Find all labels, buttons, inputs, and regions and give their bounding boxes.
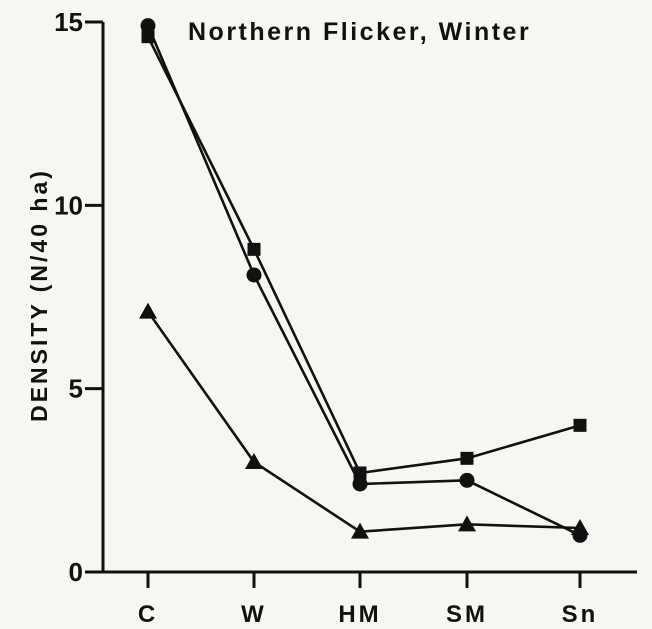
x-tick-label: C xyxy=(138,601,158,628)
y-tick-label: 5 xyxy=(69,374,83,404)
data-point-triangle xyxy=(139,302,157,319)
data-point-circle xyxy=(246,267,262,283)
x-tick-label: W xyxy=(241,601,267,628)
series-layer xyxy=(139,18,589,543)
y-tick-label: 15 xyxy=(54,7,83,37)
series-line-circle xyxy=(146,25,581,537)
axes: 0 5 10 15 C W HM SM Sn xyxy=(54,7,637,628)
x-tick-label: Sn xyxy=(562,601,599,628)
series-line-triangle xyxy=(146,310,581,533)
x-tick-label: SM xyxy=(446,601,488,628)
data-point-triangle xyxy=(351,522,369,539)
data-point-circle xyxy=(352,476,368,492)
y-tick-label: 10 xyxy=(54,190,83,220)
y-tick-label: 0 xyxy=(69,557,83,587)
data-point-triangle xyxy=(245,453,263,469)
data-point-circle xyxy=(459,472,475,488)
data-point-square xyxy=(247,242,261,256)
y-axis-label: DENSITY (N/40 ha) xyxy=(26,168,52,422)
data-point-triangle xyxy=(458,515,476,532)
series-line-square xyxy=(146,36,581,475)
data-point-square xyxy=(141,30,155,44)
chart-title: Northern Flicker, Winter xyxy=(188,18,531,46)
data-point-square xyxy=(573,418,587,432)
x-tick-label: HM xyxy=(338,601,381,628)
data-point-square xyxy=(460,451,474,465)
data-point-triangle xyxy=(571,519,589,535)
data-point-square xyxy=(353,466,367,480)
data-point-circle xyxy=(140,18,156,34)
